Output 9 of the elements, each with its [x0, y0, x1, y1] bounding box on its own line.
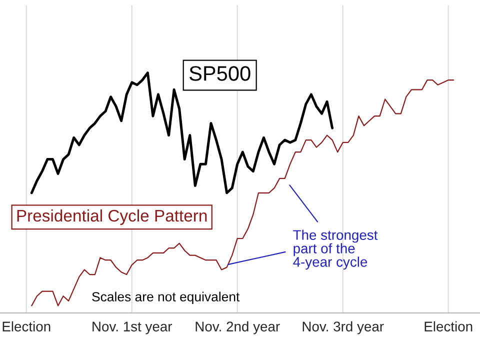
x-tick-label: Nov. 3rd year: [302, 321, 384, 334]
x-tick-label: Nov. 2nd year: [196, 321, 280, 334]
x-tick-label: Election: [424, 321, 472, 332]
series-label: Presidential Cycle Pattern: [17, 209, 207, 225]
x-tick-label: Election: [2, 321, 50, 332]
x-tick-label: Nov. 1st year: [92, 322, 172, 334]
annotation: Scales are not equivalent: [92, 292, 240, 304]
annotation: The strongest part of the 4-year cycle: [293, 230, 378, 270]
series-label: SP500: [190, 66, 250, 81]
